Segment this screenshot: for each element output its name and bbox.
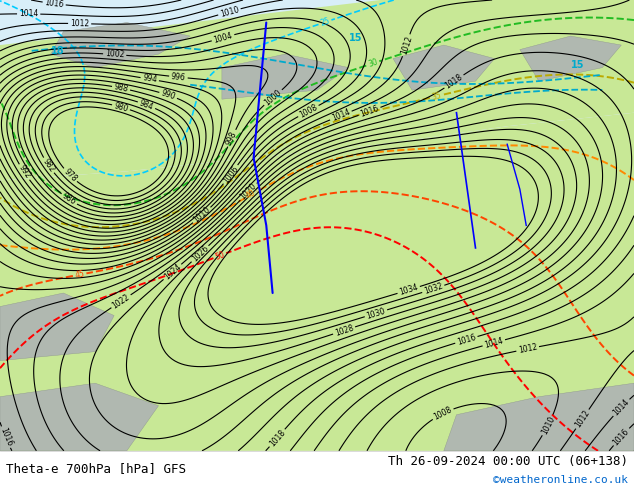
Text: 1016: 1016 <box>359 104 380 119</box>
Text: 1022: 1022 <box>110 292 131 310</box>
Text: 1018: 1018 <box>268 428 287 448</box>
Polygon shape <box>520 36 621 81</box>
Polygon shape <box>0 0 634 180</box>
Text: 1012: 1012 <box>399 35 413 56</box>
Text: 1008: 1008 <box>432 405 453 422</box>
Text: 984: 984 <box>138 98 155 112</box>
Text: 1010: 1010 <box>540 415 557 436</box>
Polygon shape <box>222 54 349 99</box>
Text: 18: 18 <box>51 46 64 56</box>
Polygon shape <box>393 45 495 90</box>
Text: 1002: 1002 <box>105 49 125 60</box>
Text: 1016: 1016 <box>0 427 13 448</box>
Text: 1032: 1032 <box>423 282 444 296</box>
Text: 996: 996 <box>171 72 186 82</box>
Polygon shape <box>0 0 634 180</box>
Polygon shape <box>0 293 114 361</box>
Text: ©weatheronline.co.uk: ©weatheronline.co.uk <box>493 475 628 485</box>
Text: Theta-e 700hPa [hPa] GFS: Theta-e 700hPa [hPa] GFS <box>6 462 186 475</box>
Text: 994: 994 <box>142 74 158 85</box>
Text: 1034: 1034 <box>398 283 419 297</box>
Text: 1014: 1014 <box>330 108 351 123</box>
FancyBboxPatch shape <box>0 0 634 451</box>
Text: 1006: 1006 <box>221 164 240 185</box>
Text: Th 26-09-2024 00:00 UTC (06+138): Th 26-09-2024 00:00 UTC (06+138) <box>387 455 628 468</box>
Polygon shape <box>444 383 634 451</box>
Text: 1020: 1020 <box>238 182 259 202</box>
Text: 50: 50 <box>214 250 226 262</box>
Text: 1028: 1028 <box>333 323 354 338</box>
Text: 1010: 1010 <box>191 205 212 225</box>
Text: 982: 982 <box>41 157 56 174</box>
Text: 988: 988 <box>113 82 129 94</box>
Text: 1010: 1010 <box>219 5 240 19</box>
Text: 990: 990 <box>160 89 177 102</box>
Polygon shape <box>0 383 158 451</box>
Text: 1000: 1000 <box>262 88 283 107</box>
Text: 1008: 1008 <box>298 102 319 120</box>
Text: 1030: 1030 <box>365 306 387 320</box>
Text: 1012: 1012 <box>573 409 592 430</box>
Text: 1018: 1018 <box>444 73 465 91</box>
Text: 35: 35 <box>430 91 443 102</box>
Text: 15: 15 <box>571 60 584 70</box>
Text: 1016: 1016 <box>44 0 64 9</box>
Text: 1014: 1014 <box>483 336 504 350</box>
Text: 1012: 1012 <box>517 343 538 355</box>
Text: 992: 992 <box>16 164 32 181</box>
Text: 1012: 1012 <box>70 19 89 28</box>
Text: 25: 25 <box>319 16 331 28</box>
Text: 998: 998 <box>224 130 239 147</box>
Text: 45: 45 <box>74 270 86 280</box>
Text: 30: 30 <box>366 58 378 69</box>
Text: 15: 15 <box>349 32 362 43</box>
Text: 980: 980 <box>113 101 129 113</box>
Polygon shape <box>0 113 634 451</box>
Text: 1016: 1016 <box>611 427 631 447</box>
Text: 1014: 1014 <box>611 397 631 417</box>
Text: 978: 978 <box>61 167 79 184</box>
Text: 1026: 1026 <box>190 244 210 264</box>
Text: 1016: 1016 <box>456 333 477 347</box>
Polygon shape <box>51 23 190 68</box>
Text: 1004: 1004 <box>212 31 233 45</box>
Text: 1014: 1014 <box>19 9 38 19</box>
Text: 986: 986 <box>60 192 77 207</box>
Text: 1024: 1024 <box>162 262 183 282</box>
Text: 40: 40 <box>244 189 257 201</box>
